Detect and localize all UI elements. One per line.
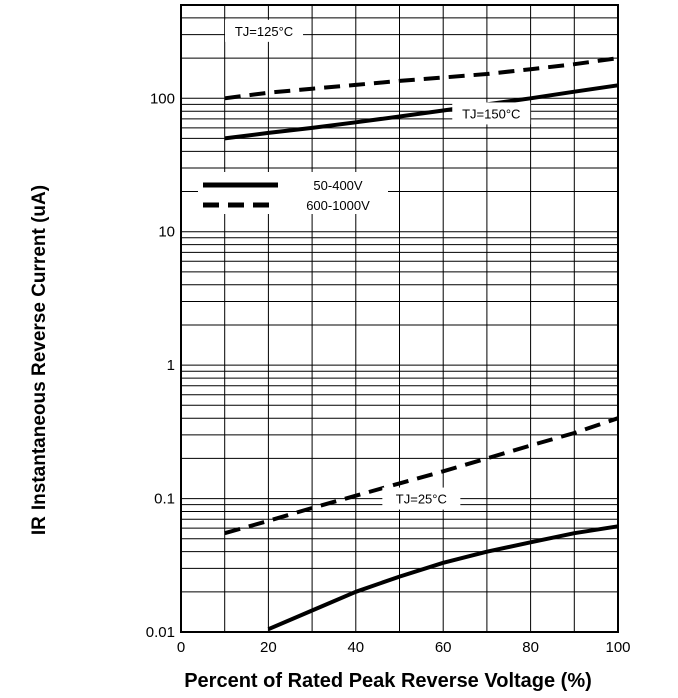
annotation-background: [452, 102, 531, 125]
series-line-3: [224, 416, 619, 536]
series-line-2: [224, 56, 619, 101]
x-tick-label: 20: [260, 639, 277, 656]
y-tick-label: 0.1: [154, 491, 175, 508]
annotation-label: TJ=125°C: [235, 24, 293, 39]
x-tick-label: 100: [605, 639, 630, 656]
x-axis-title: Percent of Rated Peak Reverse Voltage (%…: [184, 670, 592, 692]
x-tick-label: 60: [435, 639, 452, 656]
series-line-4: [267, 524, 619, 632]
y-axis-title-text: Instantaneous Reverse Current (uA): [29, 185, 50, 510]
grid: [181, 5, 618, 632]
plot-frame: [180, 4, 619, 633]
annotation-background: [382, 487, 461, 510]
y-axis-title-prefix: IR: [29, 516, 50, 535]
y-tick-label: 0.01: [146, 624, 175, 641]
x-tick-label: 40: [347, 639, 364, 656]
annotation-label: TJ=25°C: [396, 492, 447, 507]
annotations: TJ=125°C TJ=150°C TJ=25°C: [225, 19, 531, 510]
x-tick-label: 0: [177, 639, 185, 656]
y-tick-label: 1: [167, 357, 175, 374]
annotation-background: [225, 19, 304, 42]
y-tick-label: 100: [150, 90, 175, 107]
legend: 50-400V 600-1000V: [198, 172, 388, 214]
y-tick-label: 10: [158, 224, 175, 241]
y-axis-title: IR Instantaneous Reverse Current (uA): [29, 185, 50, 535]
series-layer: [224, 56, 619, 632]
legend-label: 600-1000V: [306, 198, 370, 213]
x-tick-labels: 0 20 40 60 80 100: [177, 639, 631, 656]
legend-label: 50-400V: [313, 178, 362, 193]
y-tick-labels: 0.01 0.1 1 10 100: [146, 90, 175, 641]
series-line-1: [224, 83, 619, 141]
annotation-label: TJ=150°C: [462, 106, 520, 121]
x-tick-label: 80: [522, 639, 539, 656]
